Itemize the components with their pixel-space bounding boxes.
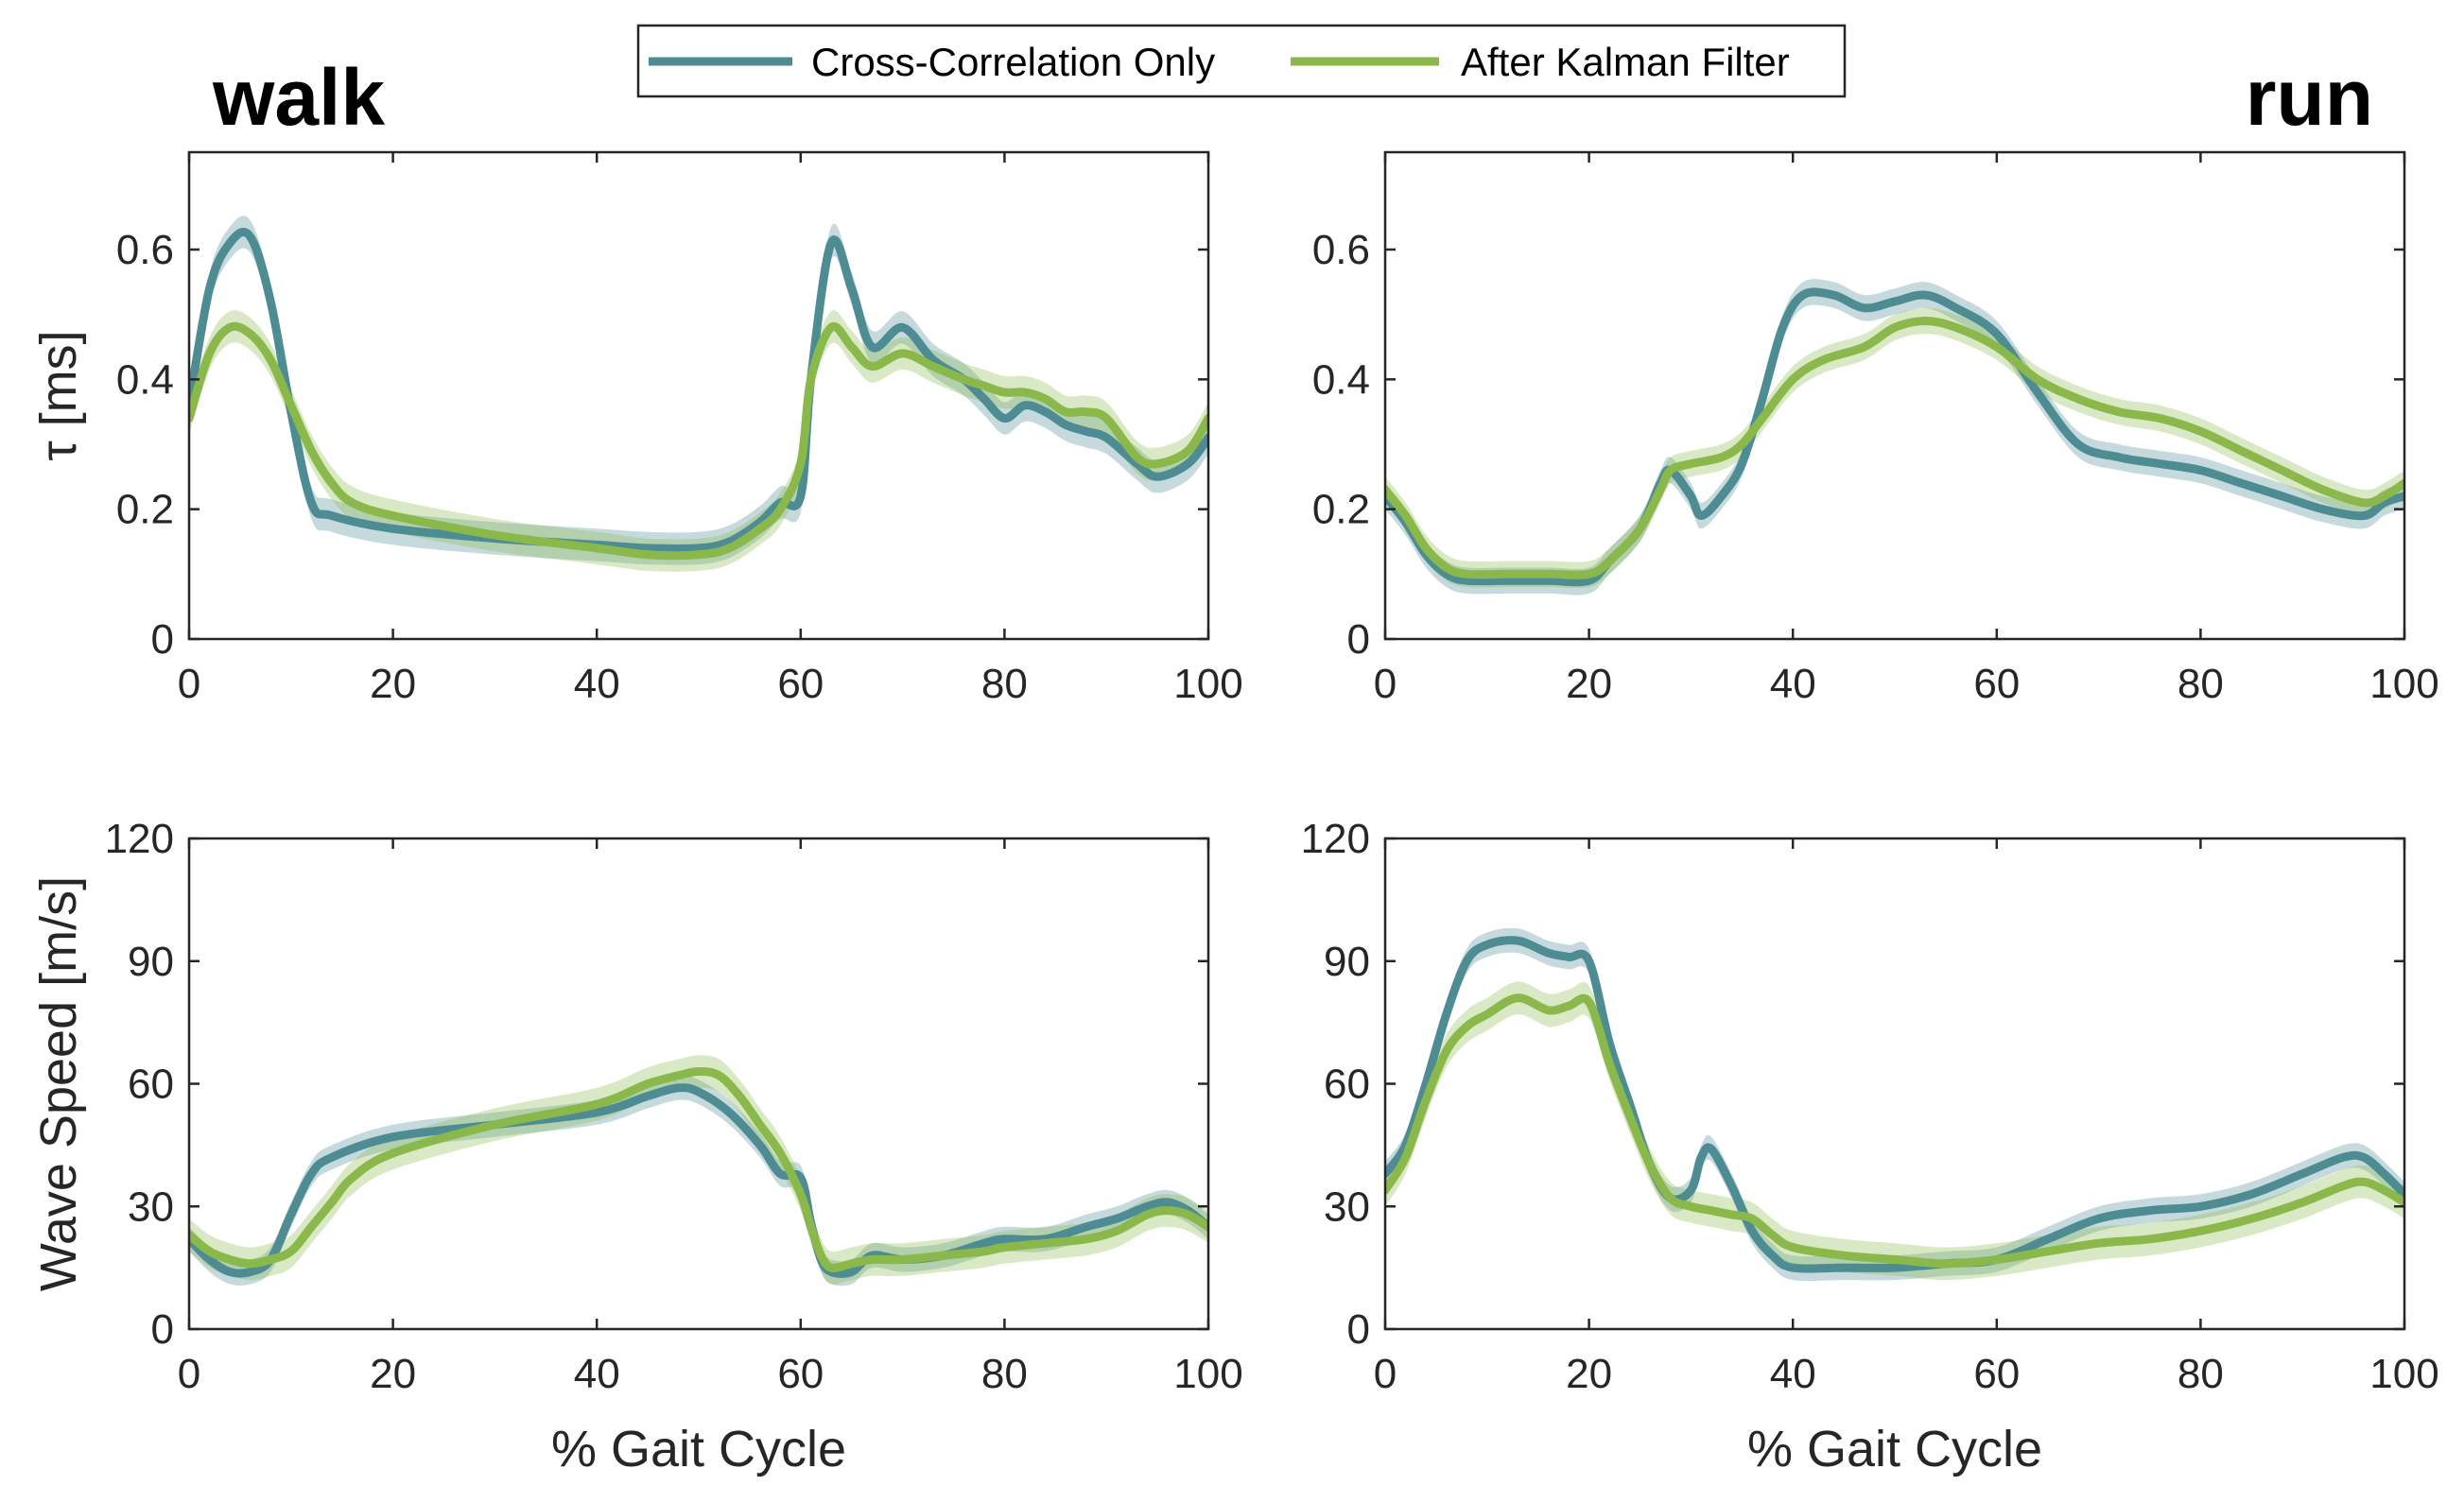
- x-tick-label: 60: [777, 661, 824, 707]
- series-group: [189, 216, 1208, 572]
- x-tick-label: 100: [1173, 661, 1242, 707]
- panels-group: 0 20 40 60 80 100 0 0.2 0.4 0.6 τ [ms] walk 0 20 40 60 8…: [30, 53, 2439, 1477]
- y-tick-label: 90: [1324, 939, 1370, 985]
- y-tick-label: 30: [128, 1183, 174, 1230]
- y-tick-label: 120: [1301, 816, 1370, 862]
- x-tick-label: 100: [1173, 1351, 1242, 1397]
- y-tick-label: 0.2: [116, 487, 174, 533]
- x-tick-label: 40: [574, 1351, 620, 1397]
- plot-area: [1385, 152, 2404, 639]
- y-axis-label: Wave Speed [m/s]: [30, 876, 87, 1291]
- series-line-1: [189, 1083, 1208, 1278]
- series-line-1: [1385, 936, 2404, 1273]
- axes-box: [1383, 150, 2406, 641]
- x-tick-label: 100: [2369, 661, 2438, 707]
- x-tick-label: 0: [1374, 1351, 1397, 1397]
- axes-box: [187, 150, 1210, 641]
- x-tick-label: 60: [1973, 1351, 2020, 1397]
- y-tick-label: 0: [1347, 1306, 1370, 1353]
- series-band-1: [1385, 279, 2404, 596]
- legend-label-1: Cross-Correlation Only: [811, 40, 1215, 84]
- x-tick-label: 40: [1770, 661, 1816, 707]
- y-tick-label: 60: [128, 1062, 174, 1108]
- legend-box: [636, 24, 1847, 98]
- x-tick-label: 20: [1566, 1351, 1612, 1397]
- series-line-2: [1385, 993, 2404, 1269]
- chart-panel-4: 0 20 40 60 80 100 0 30 60 90 120 % Gait Cycle: [1301, 816, 2439, 1477]
- x-tick-label: 60: [777, 1351, 824, 1397]
- y-tick-label: 0: [151, 1306, 174, 1353]
- y-axis-label: τ [ms]: [30, 330, 87, 460]
- y-tick-label: 0.2: [1312, 487, 1370, 533]
- x-tick-label: 80: [981, 1351, 1028, 1397]
- y-tick-label: 120: [105, 816, 174, 862]
- chart-panel-2: 0 20 40 60 80 100 0 0.2 0.4 0.6 run: [1312, 53, 2439, 707]
- series-line-1: [1385, 287, 2404, 587]
- y-tick-label: 30: [1324, 1183, 1370, 1230]
- x-axis-label: % Gait Cycle: [551, 1421, 846, 1477]
- y-tick-label: 0.4: [116, 356, 174, 403]
- x-axis-label: % Gait Cycle: [1747, 1421, 2042, 1477]
- condition-label-walk: walk: [212, 53, 385, 142]
- x-tick-label: 20: [370, 1351, 416, 1397]
- y-tick-label: 0.4: [1312, 356, 1370, 403]
- x-tick-label: 40: [574, 661, 620, 707]
- series-band-2: [1385, 307, 2404, 589]
- y-tick-label: 0: [151, 616, 174, 663]
- condition-label-run: run: [2246, 53, 2373, 142]
- y-tick-label: 90: [128, 939, 174, 985]
- x-tick-label: 40: [1770, 1351, 1816, 1397]
- series-band-2: [189, 1055, 1208, 1285]
- chart-panel-3: 0 20 40 60 80 100 0 30 60 90 120 % Gait Cycle Wave S…: [30, 816, 1243, 1477]
- legend: Cross-Correlation Only After Kalman Filte…: [636, 24, 1847, 98]
- x-tick-label: 0: [1374, 661, 1397, 707]
- x-tick-label: 0: [178, 661, 200, 707]
- series-group: [1385, 927, 2404, 1282]
- series-group: [1385, 279, 2404, 596]
- x-tick-label: 100: [2369, 1351, 2438, 1397]
- x-tick-label: 80: [2178, 1351, 2224, 1397]
- y-tick-label: 0.6: [116, 227, 174, 273]
- y-tick-label: 0.6: [1312, 227, 1370, 273]
- x-tick-label: 60: [1973, 661, 2020, 707]
- x-tick-label: 80: [981, 661, 1028, 707]
- x-tick-label: 80: [2178, 661, 2224, 707]
- x-tick-label: 20: [1566, 661, 1612, 707]
- series-line-2: [189, 321, 1208, 561]
- y-tick-label: 60: [1324, 1062, 1370, 1108]
- chart-panel-1: 0 20 40 60 80 100 0 0.2 0.4 0.6 τ [ms] walk: [30, 53, 1243, 707]
- series-line-2: [189, 1067, 1208, 1272]
- y-tick-label: 0: [1347, 616, 1370, 663]
- x-tick-label: 0: [178, 1351, 200, 1397]
- legend-label-2: After Kalman Filter: [1461, 40, 1790, 84]
- series-line-2: [1385, 317, 2404, 579]
- plot-area: [1385, 838, 2404, 1329]
- series-group: [189, 1055, 1208, 1287]
- x-tick-label: 20: [370, 661, 416, 707]
